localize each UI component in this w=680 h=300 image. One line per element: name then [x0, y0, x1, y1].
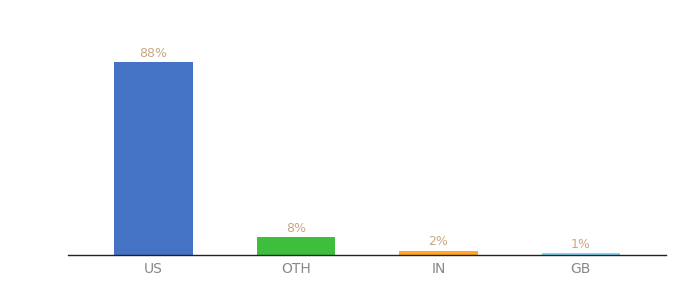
- Bar: [542, 253, 620, 255]
- Text: 88%: 88%: [139, 47, 167, 60]
- Text: 2%: 2%: [428, 236, 448, 248]
- Bar: [114, 62, 192, 255]
- Text: 1%: 1%: [571, 238, 591, 250]
- Text: 8%: 8%: [286, 222, 306, 235]
- Bar: [399, 250, 477, 255]
- Bar: [257, 238, 335, 255]
